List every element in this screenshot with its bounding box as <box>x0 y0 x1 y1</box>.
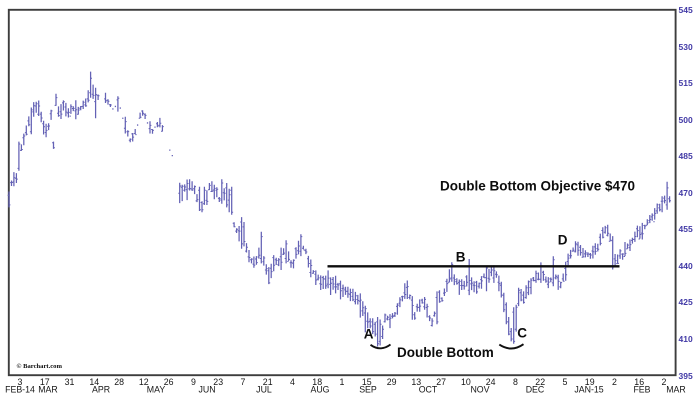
svg-text:3: 3 <box>18 377 23 387</box>
svg-text:410: 410 <box>679 334 693 344</box>
svg-text:SEP: SEP <box>359 385 377 395</box>
svg-text:31: 31 <box>65 377 75 387</box>
svg-text:© Barchart.com: © Barchart.com <box>17 363 63 370</box>
svg-text:2: 2 <box>662 377 667 387</box>
svg-text:NOV: NOV <box>470 385 489 395</box>
svg-text:DEC: DEC <box>526 385 545 395</box>
svg-text:MAR: MAR <box>38 385 58 395</box>
svg-text:2: 2 <box>612 377 617 387</box>
svg-text:Double Bottom: Double Bottom <box>397 345 494 360</box>
svg-text:8: 8 <box>513 377 518 387</box>
svg-text:10: 10 <box>461 377 471 387</box>
svg-text:A: A <box>364 326 374 341</box>
svg-text:13: 13 <box>411 377 421 387</box>
svg-text:28: 28 <box>114 377 124 387</box>
svg-text:MAR: MAR <box>666 385 686 395</box>
svg-text:AUG: AUG <box>310 385 329 395</box>
svg-text:9: 9 <box>191 377 196 387</box>
svg-text:455: 455 <box>679 224 693 234</box>
svg-text:21: 21 <box>263 377 273 387</box>
svg-text:470: 470 <box>679 188 693 198</box>
svg-text:395: 395 <box>679 371 693 381</box>
svg-text:545: 545 <box>679 5 693 15</box>
svg-text:4: 4 <box>290 377 295 387</box>
svg-text:17: 17 <box>40 377 50 387</box>
svg-text:485: 485 <box>679 151 693 161</box>
svg-text:22: 22 <box>535 377 545 387</box>
svg-text:23: 23 <box>213 377 223 387</box>
svg-text:Double Bottom Objective $470: Double Bottom Objective $470 <box>440 179 635 194</box>
svg-text:1: 1 <box>340 377 345 387</box>
svg-text:14: 14 <box>89 377 99 387</box>
svg-text:MAY: MAY <box>147 385 166 395</box>
svg-text:JAN-15: JAN-15 <box>574 385 603 395</box>
svg-text:515: 515 <box>679 78 693 88</box>
svg-text:5: 5 <box>562 377 567 387</box>
svg-text:7: 7 <box>240 377 245 387</box>
svg-text:26: 26 <box>164 377 174 387</box>
svg-text:500: 500 <box>679 115 693 125</box>
svg-text:B: B <box>456 250 466 265</box>
svg-text:18: 18 <box>312 377 322 387</box>
svg-text:D: D <box>558 232 568 247</box>
svg-text:C: C <box>517 325 527 340</box>
svg-text:FEB: FEB <box>633 385 650 395</box>
svg-text:440: 440 <box>679 261 693 271</box>
svg-text:16: 16 <box>634 377 644 387</box>
svg-text:19: 19 <box>585 377 595 387</box>
svg-text:29: 29 <box>387 377 397 387</box>
svg-text:15: 15 <box>362 377 372 387</box>
svg-text:FEB-14: FEB-14 <box>5 385 35 395</box>
svg-text:24: 24 <box>486 377 496 387</box>
svg-text:APR: APR <box>92 385 110 395</box>
svg-text:27: 27 <box>436 377 446 387</box>
svg-text:425: 425 <box>679 297 693 307</box>
svg-text:12: 12 <box>139 377 149 387</box>
svg-text:530: 530 <box>679 42 693 52</box>
svg-text:OCT: OCT <box>419 385 438 395</box>
svg-text:JUL: JUL <box>256 385 272 395</box>
svg-text:JUN: JUN <box>198 385 215 395</box>
